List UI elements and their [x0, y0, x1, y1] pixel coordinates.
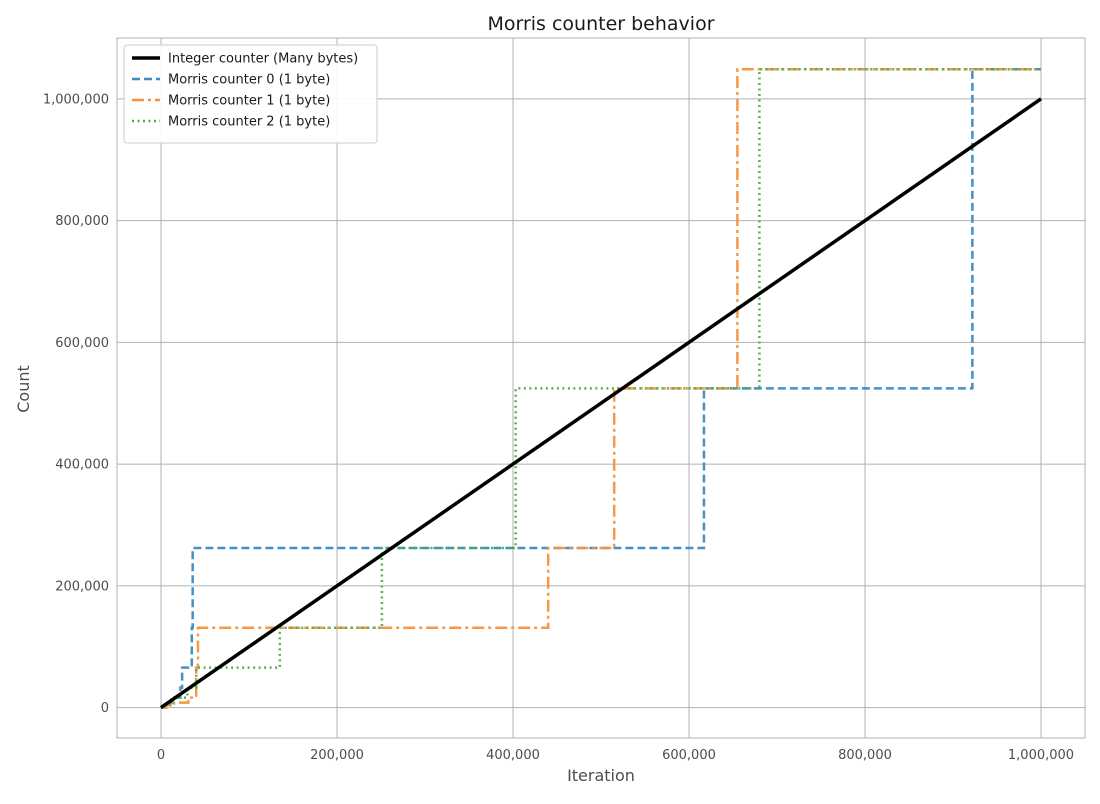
y-tick-label: 400,000 [55, 458, 109, 473]
series-lines [160, 68, 1042, 710]
series-line [161, 68, 1041, 709]
x-tick-label: 1,000,000 [1008, 748, 1074, 763]
y-tick-label: 600,000 [55, 336, 109, 351]
chart-title: Morris counter behavior [487, 13, 714, 35]
y-axis-title: Count [14, 365, 33, 413]
legend: Integer counter (Many bytes) Morris count… [123, 44, 378, 144]
grid [117, 38, 1085, 738]
y-tick-label: 800,000 [55, 214, 109, 229]
x-axis-title: Iteration [567, 766, 635, 785]
x-tick-label: 800,000 [838, 748, 892, 763]
legend-label: Morris counter 0 (1 byte) [168, 73, 330, 88]
legend-label: Morris counter 2 (1 byte) [168, 115, 330, 130]
x-tick-label: 200,000 [310, 748, 364, 763]
series-line [161, 68, 1041, 709]
x-tick-label: 0 [157, 748, 165, 763]
y-tick-label: 1,000,000 [43, 92, 109, 107]
plot-frame [116, 37, 1086, 739]
tick-labels: 0 200,000 400,000 600,000 800,000 1,000,000 0 2… [43, 92, 1074, 763]
y-tick-label: 200,000 [55, 579, 109, 594]
legend-label: Integer counter (Many bytes) [168, 52, 358, 67]
x-tick-label: 600,000 [662, 748, 716, 763]
x-tick-label: 400,000 [486, 748, 540, 763]
legend-box [123, 44, 378, 144]
legend-label: Morris counter 1 (1 byte) [168, 94, 330, 109]
series-line [160, 97, 1042, 710]
y-tick-label: 0 [101, 701, 109, 716]
